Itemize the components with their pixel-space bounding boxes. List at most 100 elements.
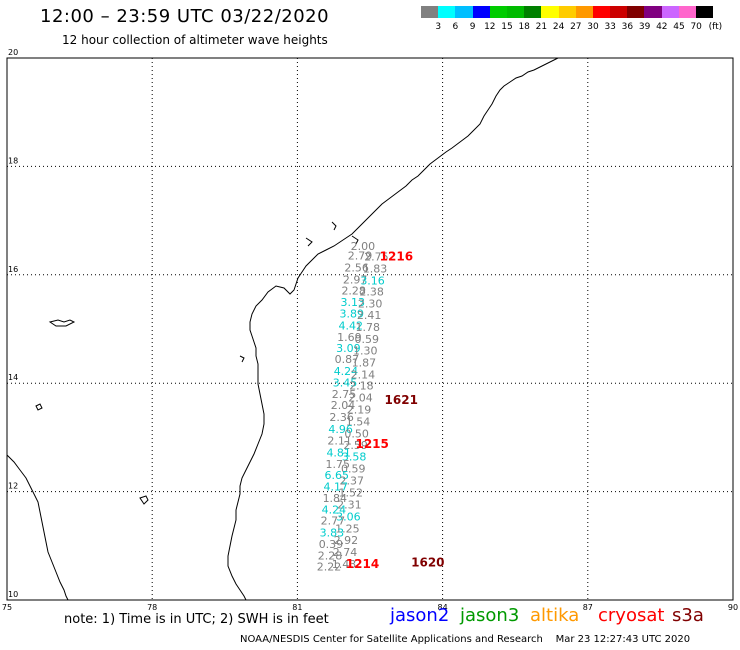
latitude-tick-label: 18 (8, 156, 18, 165)
observations-layer: 2.002.792.752.561.832.973.162.282.383.13… (317, 240, 389, 574)
wave-height-value: 2.37 (340, 475, 365, 488)
wave-height-value: 1.83 (363, 263, 388, 276)
longitude-tick-label: 81 (292, 603, 302, 612)
wave-height-value: 2.00 (351, 240, 376, 253)
wave-height-value: 3.06 (336, 510, 361, 523)
legend-swatch (541, 6, 559, 18)
pass-time-label: 1216 (380, 250, 413, 264)
longitude-tick-label: 87 (583, 603, 593, 612)
legend-swatch (627, 6, 645, 18)
legend-swatch (575, 6, 593, 18)
wave-height-value: 1.52 (339, 486, 364, 499)
legend-label: 70 (690, 22, 702, 32)
wave-height-value: 6.65 (325, 469, 350, 482)
legend-label: 9 (469, 22, 476, 32)
wave-height-value: 2.11 (327, 434, 352, 447)
wave-height-value: 2.56 (344, 262, 369, 275)
legend-swatch (524, 6, 542, 18)
island-2 (35, 403, 43, 411)
wave-height-value: 4.42 (339, 320, 364, 333)
satellite-legend-s3a: s3a (672, 605, 704, 626)
wave-height-value: 1.54 (346, 415, 371, 428)
wave-height-value: 2.28 (318, 549, 343, 562)
legend-label: (ft) (708, 22, 723, 32)
wave-height-value: 2.97 (343, 273, 368, 286)
wave-height-value: 2.22 (317, 561, 342, 574)
wave-height-value: 2.18 (349, 380, 374, 393)
wave-height-value: 3.58 (342, 451, 367, 464)
wave-height-value: 2.31 (337, 498, 362, 511)
coastline-west (6, 454, 69, 601)
wave-height-value: 2.41 (357, 309, 382, 322)
legend-swatch (696, 6, 714, 18)
wave-height-value: 2.79 (348, 250, 373, 263)
legend-label: 21 (535, 22, 548, 32)
wave-height-value: 1.75 (325, 458, 350, 471)
wave-height-value: 0.87 (335, 353, 360, 366)
longitude-tick-label: 90 (728, 603, 738, 612)
color-scale-labels: 3 6 9 12 15 18 21 24 27 30 33 36 39 42 45 70 (ft) (421, 22, 731, 34)
legend-swatch (661, 6, 679, 18)
wave-height-value: 1.84 (323, 492, 348, 505)
wave-height-value: 2.19 (347, 404, 372, 417)
legend-swatch (472, 6, 490, 18)
island-3 (139, 495, 149, 505)
wave-height-value: 2.77 (321, 515, 346, 528)
pass-labels-layer: 1216 1621 1215 1214 1620 (346, 250, 445, 571)
legend-label: 3 (435, 22, 442, 32)
pass-time-label: 1215 (355, 437, 388, 451)
coastline (6, 57, 559, 601)
legend-label: 6 (452, 22, 459, 32)
legend-swatch (610, 6, 628, 18)
wave-height-value: 3.83 (320, 527, 345, 540)
wave-height-value: 3.13 (340, 296, 365, 309)
island-5 (305, 237, 313, 247)
footer-timestamp: Mar 23 12:27:43 UTC 2020 (555, 634, 691, 645)
wave-height-value: 1.25 (335, 522, 360, 535)
wave-height-value: 4.24 (334, 365, 359, 378)
wave-height-value: 1.87 (352, 356, 377, 369)
wave-height-value: 2.59 (343, 439, 368, 452)
satellite-legend-altika: altika (530, 605, 580, 626)
legend-swatch (455, 6, 473, 18)
satellite-legend-cryosat: cryosat (598, 605, 665, 626)
legend-label: 39 (638, 22, 651, 32)
latitude-tick-label: 20 (8, 48, 18, 57)
legend-label: 24 (552, 22, 565, 32)
legend-label: 42 (656, 22, 668, 32)
latitude-tick-label: 14 (8, 373, 18, 382)
pass-time-label: 1620 (411, 555, 444, 569)
color-scale-legend (421, 6, 714, 18)
wave-height-value: 2.74 (333, 546, 358, 559)
latitude-tick-label: 16 (8, 265, 18, 274)
page-title: 12:00 – 23:59 UTC 03/22/2020 (40, 6, 330, 27)
longitude-tick-label: 84 (438, 603, 448, 612)
legend-label: 45 (673, 22, 685, 32)
legend-swatch (438, 6, 456, 18)
wave-height-value: 3.89 (340, 308, 365, 321)
legend-swatch (592, 6, 611, 18)
wave-height-value: 4.96 (328, 423, 353, 436)
map-frame (6, 57, 734, 601)
legend-swatch (489, 6, 507, 18)
wave-height-value: 1.43 (332, 558, 357, 571)
island-1 (48, 319, 76, 327)
pass-time-label: 1214 (346, 557, 379, 571)
wave-height-value: 3.45 (333, 376, 358, 389)
wave-height-value: 2.92 (334, 534, 359, 547)
page-subtitle: 12 hour collection of altimeter wave hei… (62, 33, 328, 47)
wave-height-value: 3.16 (360, 275, 385, 288)
legend-label: 18 (518, 22, 530, 32)
footer: NOAA/NESDIS Center for Satellite Applica… (240, 634, 690, 645)
legend-label: 15 (501, 22, 513, 32)
legend-label: 30 (587, 22, 599, 32)
legend-swatch (421, 6, 439, 18)
pass-time-label: 1621 (385, 393, 418, 407)
legend-label: 12 (484, 22, 496, 32)
wave-height-value: 0.59 (341, 463, 366, 476)
wave-height-value: 1.78 (355, 321, 380, 334)
latitude-tick-label: 10 (8, 590, 18, 599)
wave-height-value: 2.38 (359, 285, 384, 298)
wave-height-value: 2.30 (358, 297, 383, 310)
